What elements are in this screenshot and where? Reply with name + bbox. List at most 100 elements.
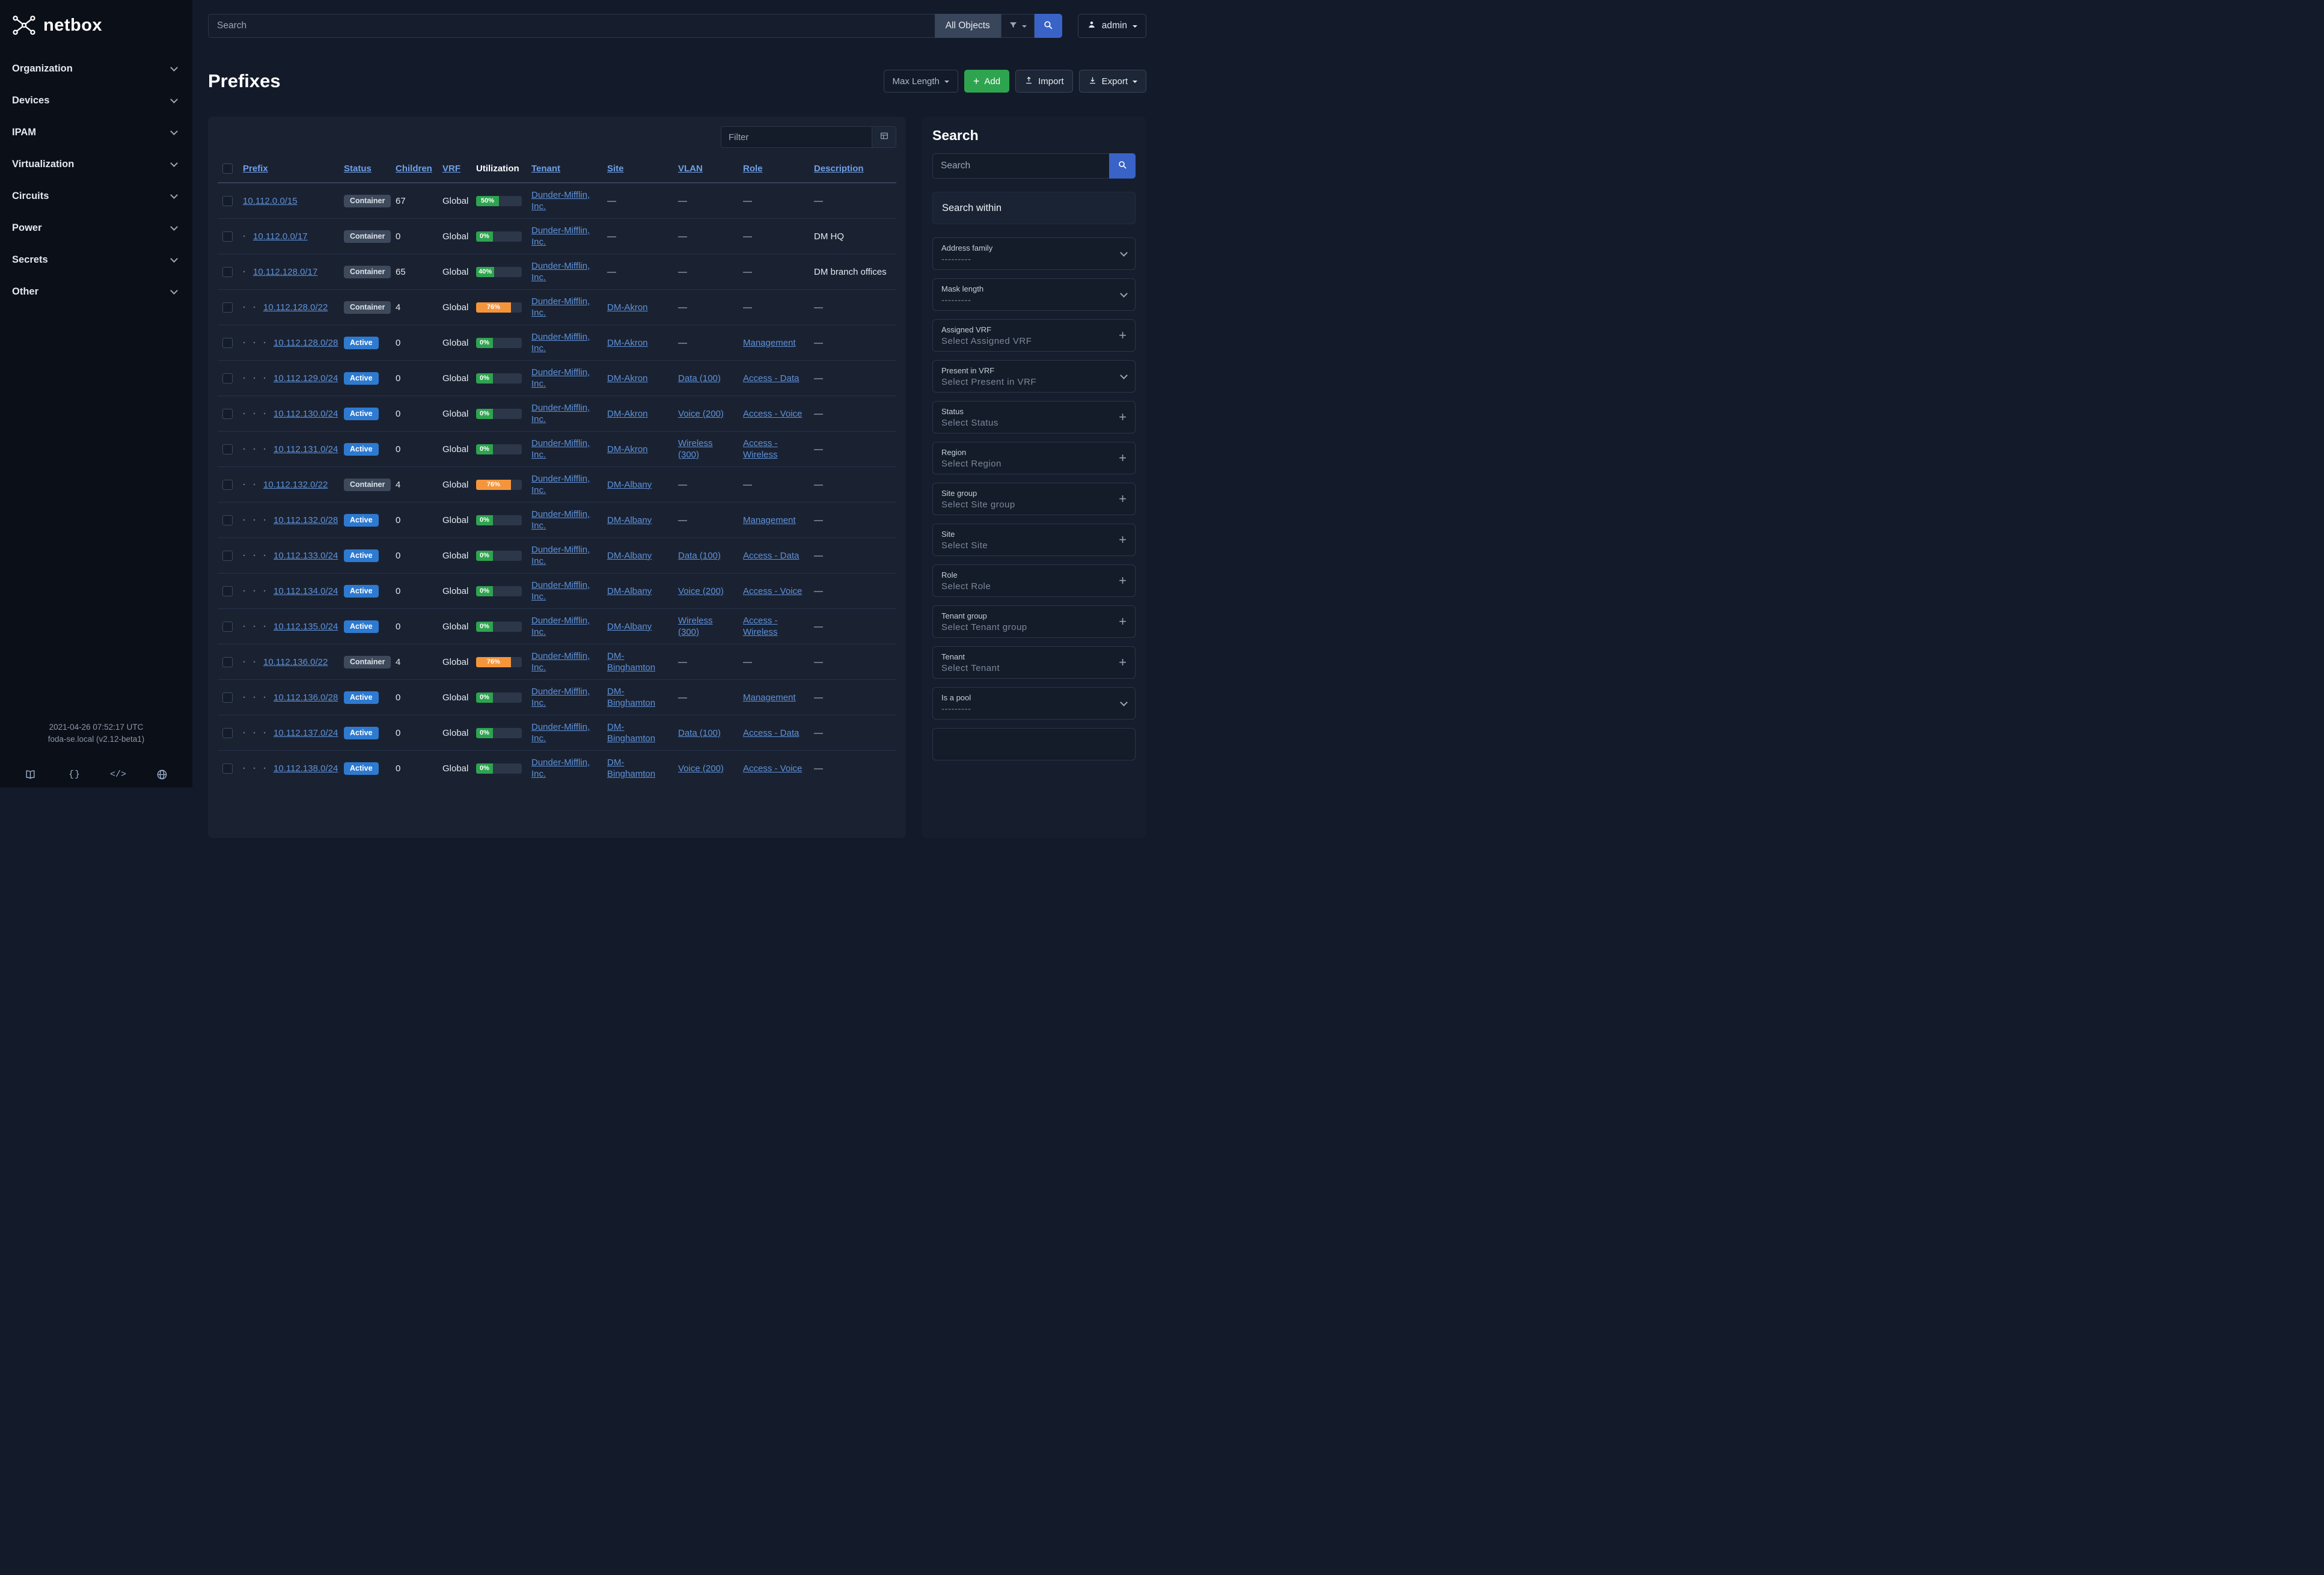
user-menu-button[interactable]: admin [1077,14,1146,38]
sidebar-item-secrets[interactable]: Secrets [0,244,192,276]
sort-link[interactable]: Prefix [243,164,268,174]
filter-field-address-family[interactable]: Address family --------- [932,237,1136,270]
site-link[interactable]: DM-Albany [607,479,652,490]
sidebar-item-organization[interactable]: Organization [0,53,192,85]
site-link[interactable]: DM-Albany [607,586,652,596]
site-link[interactable]: DM-Albany [607,550,652,561]
role-link[interactable]: Management [743,692,796,703]
role-link[interactable]: Access - Voice [743,408,803,419]
site-link[interactable]: DM-Akron [607,373,648,384]
prefix-link[interactable]: 10.112.128.0/22 [263,302,328,313]
sidebar-item-ipam[interactable]: IPAM [0,117,192,148]
sidebar-item-virtualization[interactable]: Virtualization [0,148,192,180]
filter-field-role[interactable]: Role Select Role + [932,564,1136,597]
sort-link[interactable]: Status [344,164,372,174]
role-link[interactable]: Access - Voice [743,586,803,596]
prefix-link[interactable]: 10.112.135.0/24 [274,621,338,632]
row-checkbox[interactable] [222,302,233,313]
role-link[interactable]: Management [743,337,796,348]
tenant-link[interactable]: Dunder-Mifflin, Inc. [531,616,590,637]
vlan-link[interactable]: Voice (200) [678,408,724,419]
role-link[interactable]: Access - Voice [743,763,803,774]
row-checkbox[interactable] [222,408,233,419]
sidebar-item-circuits[interactable]: Circuits [0,180,192,212]
row-checkbox[interactable] [222,373,233,384]
prefix-link[interactable]: 10.112.136.0/22 [263,656,328,667]
tenant-link[interactable]: Dunder-Mifflin, Inc. [531,509,590,531]
prefix-link[interactable]: 10.112.132.0/28 [274,515,338,525]
row-checkbox[interactable] [222,444,233,454]
filter-field-tenant-group[interactable]: Tenant group Select Tenant group + [932,605,1136,638]
row-checkbox[interactable] [222,479,233,490]
role-link[interactable]: Access - Data [743,373,800,384]
tenant-link[interactable]: Dunder-Mifflin, Inc. [531,296,590,318]
prefix-link[interactable]: 10.112.130.0/24 [274,408,338,419]
filter-field-is-a-pool[interactable]: Is a pool --------- [932,687,1136,720]
site-link[interactable]: DM-Akron [607,408,648,419]
row-checkbox[interactable] [222,266,233,277]
vlan-link[interactable]: Data (100) [678,727,721,738]
sidebar-item-other[interactable]: Other [0,276,192,308]
prefix-link[interactable]: 10.112.128.0/28 [274,337,338,348]
site-link[interactable]: DM-Binghamton [607,722,656,744]
globe-icon[interactable] [149,767,176,781]
tenant-link[interactable]: Dunder-Mifflin, Inc. [531,722,590,744]
max-length-button[interactable]: Max Length [883,70,958,93]
search-within-box[interactable]: Search within [932,192,1136,224]
row-checkbox[interactable] [222,231,233,242]
sidebar-item-devices[interactable]: Devices [0,85,192,117]
site-link[interactable]: DM-Binghamton [607,651,656,673]
code-icon[interactable]: </> [109,769,126,780]
site-link[interactable]: DM-Binghamton [607,757,656,779]
site-link[interactable]: DM-Binghamton [607,687,656,708]
role-link[interactable]: Management [743,515,796,525]
filter-field-assigned-vrf[interactable]: Assigned VRF Select Assigned VRF + [932,319,1136,352]
global-search-input[interactable] [208,14,935,38]
site-link[interactable]: DM-Akron [607,337,648,348]
export-button[interactable]: Export [1078,70,1146,93]
sort-link[interactable]: Tenant [531,164,561,174]
filter-field-status[interactable]: Status Select Status + [932,401,1136,433]
table-filter-input[interactable] [721,126,872,148]
vlan-link[interactable]: Voice (200) [678,763,724,774]
tenant-link[interactable]: Dunder-Mifflin, Inc. [531,474,590,495]
panel-search-input[interactable] [932,153,1109,179]
prefix-link[interactable]: 10.112.128.0/17 [253,266,318,277]
sort-link[interactable]: Role [743,164,763,174]
add-button[interactable]: + Add [964,70,1010,93]
tenant-link[interactable]: Dunder-Mifflin, Inc. [531,438,590,460]
brand-logo[interactable]: netbox [0,0,192,53]
prefix-link[interactable]: 10.112.138.0/24 [274,763,338,774]
prefix-link[interactable]: 10.112.0.0/15 [243,195,298,206]
tenant-link[interactable]: Dunder-Mifflin, Inc. [531,403,590,424]
filter-dropdown-button[interactable] [1000,14,1035,38]
row-checkbox[interactable] [222,727,233,738]
filter-field-partial[interactable] [932,728,1136,760]
filter-field-tenant[interactable]: Tenant Select Tenant + [932,646,1136,679]
prefix-link[interactable]: 10.112.137.0/24 [274,727,338,738]
prefix-link[interactable]: 10.112.136.0/28 [274,692,338,703]
import-button[interactable]: Import [1015,70,1073,93]
row-checkbox[interactable] [222,656,233,667]
site-link[interactable]: DM-Albany [607,515,652,525]
role-link[interactable]: Access - Wireless [743,616,778,637]
scope-button[interactable]: All Objects [934,14,1001,38]
tenant-link[interactable]: Dunder-Mifflin, Inc. [531,190,590,212]
row-checkbox[interactable] [222,550,233,561]
prefix-link[interactable]: 10.112.131.0/24 [274,444,338,454]
row-checkbox[interactable] [222,586,233,596]
sort-link[interactable]: Children [396,164,432,174]
sidebar-item-power[interactable]: Power [0,212,192,244]
sort-link[interactable]: Site [607,164,624,174]
prefix-link[interactable]: 10.112.134.0/24 [274,586,338,596]
sort-link[interactable]: VLAN [678,164,703,174]
sort-link[interactable]: VRF [442,164,460,174]
row-checkbox[interactable] [222,515,233,525]
role-link[interactable]: Access - Wireless [743,438,778,460]
site-link[interactable]: DM-Akron [607,302,648,313]
table-filter-addon-button[interactable] [872,126,896,148]
tenant-link[interactable]: Dunder-Mifflin, Inc. [531,367,590,389]
prefix-link[interactable]: 10.112.133.0/24 [274,550,338,561]
filter-field-site[interactable]: Site Select Site + [932,524,1136,556]
global-search-button[interactable] [1034,14,1062,38]
